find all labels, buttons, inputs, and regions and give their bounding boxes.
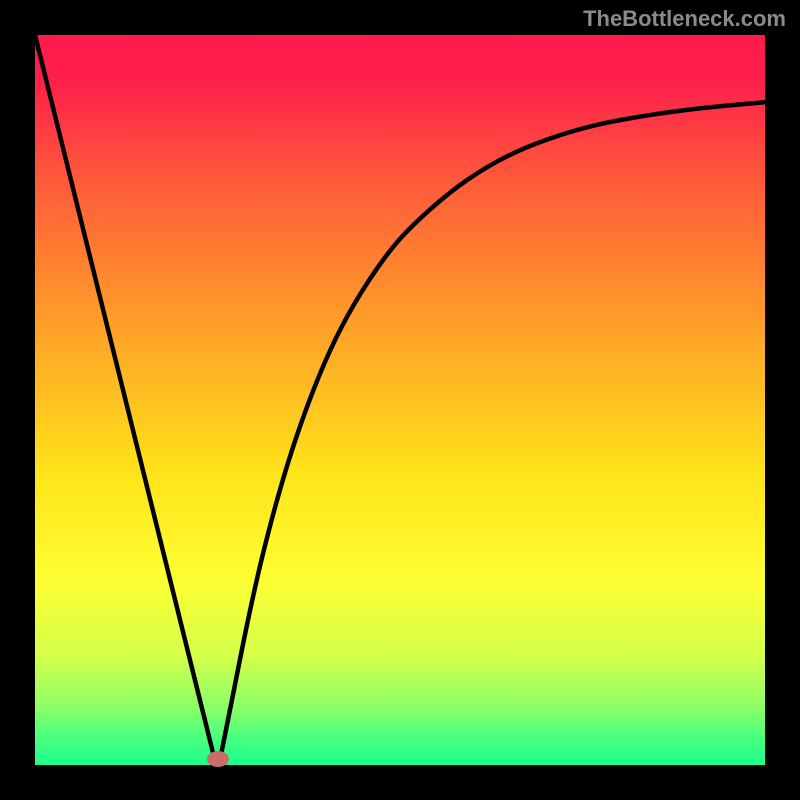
minimum-marker xyxy=(207,751,229,767)
watermark-text: TheBottleneck.com xyxy=(583,6,786,32)
plot-area xyxy=(35,35,765,765)
chart-frame: TheBottleneck.com xyxy=(0,0,800,800)
gradient-background xyxy=(35,35,765,765)
